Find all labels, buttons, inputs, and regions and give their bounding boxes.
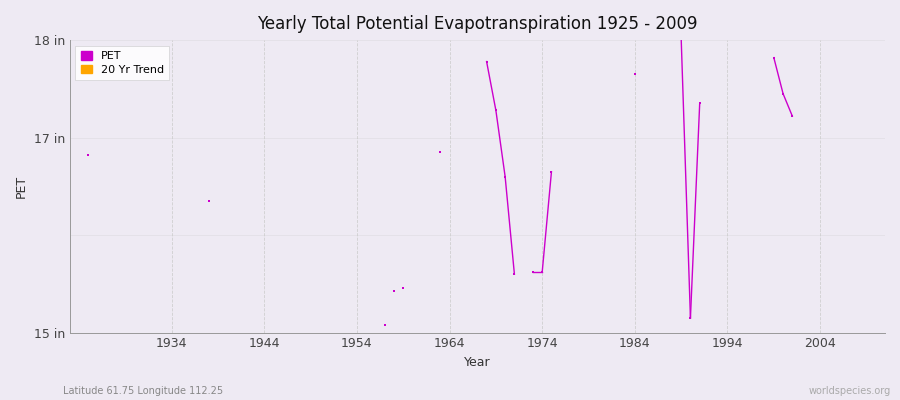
Legend: PET, 20 Yr Trend: PET, 20 Yr Trend <box>76 46 169 80</box>
Y-axis label: PET: PET <box>15 175 28 198</box>
X-axis label: Year: Year <box>464 356 491 369</box>
Title: Yearly Total Potential Evapotranspiration 1925 - 2009: Yearly Total Potential Evapotranspiratio… <box>257 15 698 33</box>
Text: Latitude 61.75 Longitude 112.25: Latitude 61.75 Longitude 112.25 <box>63 386 223 396</box>
Text: worldspecies.org: worldspecies.org <box>809 386 891 396</box>
